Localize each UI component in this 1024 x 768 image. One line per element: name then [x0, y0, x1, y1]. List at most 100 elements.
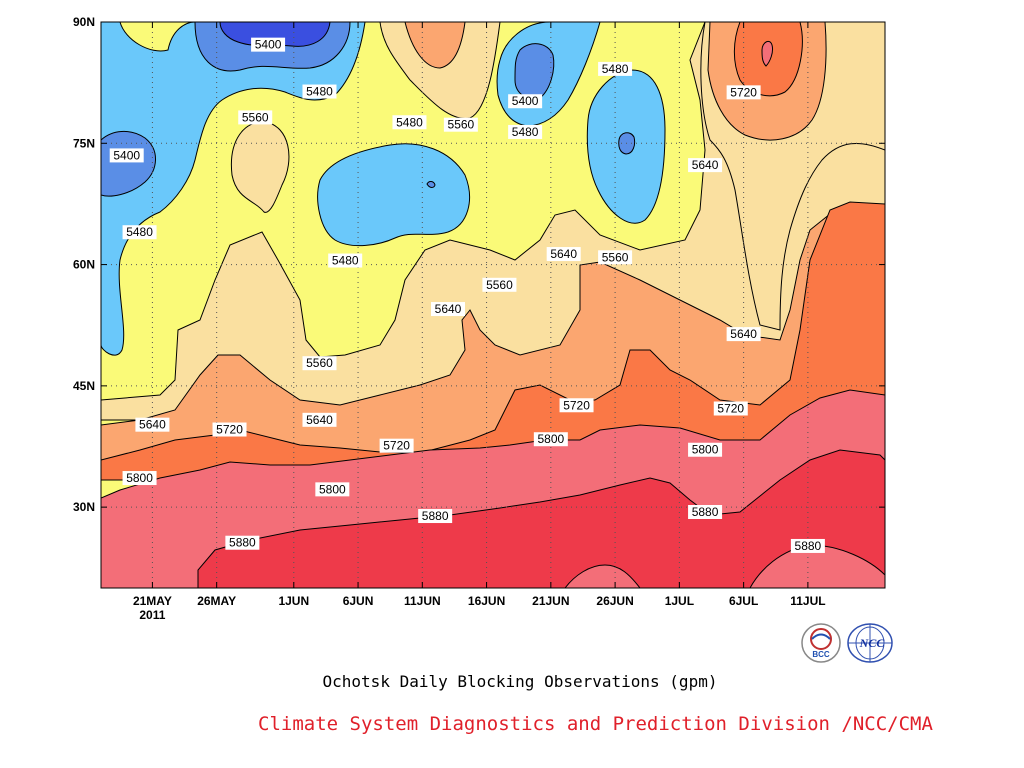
contour-label-text: 5560 [602, 250, 629, 264]
x-tick-label: 26MAY [197, 594, 236, 608]
contour-label-bg [431, 302, 466, 317]
contour-label-bg [546, 247, 581, 262]
contour-label-bg [713, 401, 748, 416]
x-tick-label: 1JUN [278, 594, 309, 608]
x-tick-label: 11JUN [404, 594, 441, 608]
contour-label-bg [212, 422, 247, 437]
contour-label-text: 5720 [383, 439, 410, 453]
contour-label-bg [598, 61, 633, 76]
contour-label-bg [109, 148, 144, 163]
ncc-logo: NCC [847, 623, 893, 663]
contour-label-bg [302, 412, 337, 427]
contour-label-bg [443, 117, 478, 132]
contour-label: 5720 [559, 398, 594, 413]
contour-label-text: 5560 [242, 110, 269, 124]
contour-label: 5560 [598, 250, 633, 265]
y-tick-label: 45N [73, 379, 95, 393]
contour-label: 5560 [302, 356, 337, 371]
contour-label: 5560 [482, 277, 517, 292]
grid-lines [101, 22, 885, 588]
y-tick-label: 30N [73, 500, 95, 514]
contour-label: 5720 [212, 422, 247, 437]
contour-label-bg [726, 327, 761, 342]
contour-label-bg [122, 471, 157, 486]
contour-label: 5480 [328, 253, 363, 268]
contour-label: 5800 [315, 482, 350, 497]
contour-label-bg [225, 535, 260, 550]
contour-label-bg [533, 432, 568, 447]
contour-label: 5880 [790, 538, 825, 553]
blob-5480-mid [317, 143, 470, 247]
contour-label-bg [251, 37, 286, 52]
x-tick-label: 21JUN [532, 594, 569, 608]
contour-label: 5640 [726, 327, 761, 342]
contour-label-text: 5880 [422, 509, 449, 523]
contour-label: 5720 [713, 401, 748, 416]
plot-frame [100, 21, 886, 589]
x-tick-label: 6JUL [729, 594, 758, 608]
band-5400-5480-left [101, 22, 366, 356]
blob-5640-top [404, 22, 466, 69]
contour-label-bg [790, 538, 825, 553]
contour-label-text: 5720 [717, 401, 744, 415]
contour-label: 5800 [533, 432, 568, 447]
x-tick-year-label: 2011 [139, 608, 165, 622]
contour-label-text: 5880 [692, 505, 719, 519]
contour-label-text: 5720 [216, 423, 243, 437]
band-5400-left-mid [101, 131, 156, 197]
contour-label-bg [508, 94, 543, 109]
contour-label: 5720 [379, 438, 414, 453]
contour-label-text: 5800 [319, 482, 346, 496]
contour-label-bg [238, 110, 273, 125]
contour-label-text: 5720 [563, 398, 590, 412]
contour-label: 5480 [508, 124, 543, 139]
contour-label-text: 5800 [126, 471, 153, 485]
contour-label-bg [688, 442, 723, 457]
contour-label: 5480 [392, 115, 427, 130]
contour-label: 5480 [302, 84, 337, 99]
contour-label-bg [315, 482, 350, 497]
contour-label-text: 5560 [448, 118, 475, 132]
contour-labels: 5400 5400 5400 5480 5480 5480 5480 5480 5480 5560… [109, 37, 825, 553]
contour-label-text: 5480 [512, 125, 539, 139]
contour-label-bg [418, 509, 453, 524]
band-5720-5800 [101, 201, 885, 481]
contour-label: 5800 [688, 442, 723, 457]
contour-label: 5560 [238, 110, 273, 125]
contour-label-text: 5480 [126, 225, 153, 239]
contour-label-text: 5640 [435, 302, 462, 316]
x-tick-label: 21MAY [133, 594, 172, 608]
contour-label-bg [726, 85, 761, 100]
contour-label-text: 5480 [306, 85, 333, 99]
contour-label: 5880 [225, 535, 260, 550]
contour-label-text: 5640 [550, 247, 577, 261]
contour-label: 5640 [688, 158, 723, 173]
contour-label: 5480 [598, 61, 633, 76]
contour-label: 5560 [443, 117, 478, 132]
contour-label: 5640 [546, 247, 581, 262]
x-tick-label: 26JUN [596, 594, 633, 608]
contour-label-text: 5800 [692, 443, 719, 457]
contour-label-text: 5640 [730, 327, 757, 341]
bcc-logo-text: BCC [812, 650, 830, 659]
contour-label-bg [392, 115, 427, 130]
ncc-logo-text: NCC [859, 636, 886, 650]
contour-label-bg [688, 158, 723, 173]
contour-label: 5640 [302, 412, 337, 427]
contour-label-bg [135, 417, 170, 432]
contour-label-text: 5880 [795, 539, 822, 553]
contour-label-text: 5560 [306, 356, 333, 370]
contour-label-bg [302, 356, 337, 371]
contour-label-text: 5480 [332, 254, 359, 268]
contour-label: 5640 [431, 302, 466, 317]
blob-5880-top-right [761, 40, 773, 67]
contour-label-text: 5400 [255, 38, 282, 52]
contour-label-bg [508, 124, 543, 139]
band-5880-plus [197, 449, 885, 588]
contour-label-text: 5640 [692, 158, 719, 172]
contour-label-text: 5400 [113, 148, 140, 162]
blob-5400-mid [426, 181, 436, 188]
contour-label-bg [482, 277, 517, 292]
contour-label-bg [122, 225, 157, 240]
